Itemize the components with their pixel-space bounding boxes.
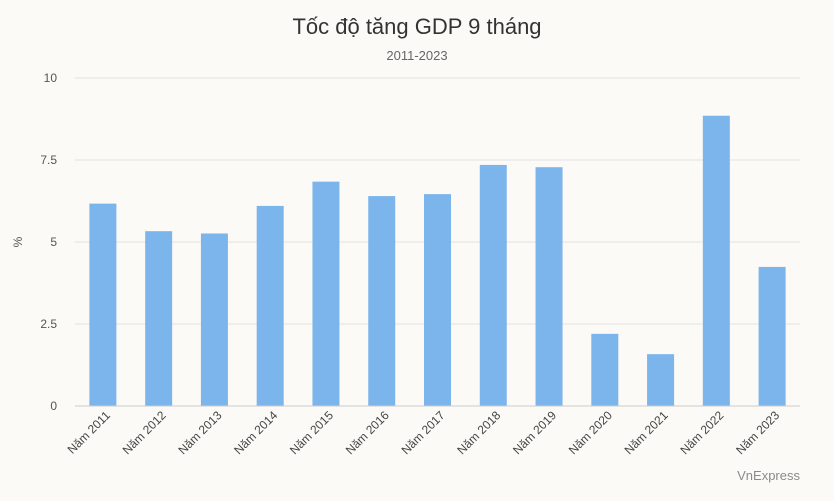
bar[interactable] xyxy=(758,266,786,406)
x-tick-label: Năm 2023 xyxy=(733,408,782,457)
x-tick-label: Năm 2021 xyxy=(622,408,671,457)
x-axis-ticks: Năm 2011 Năm 2012 Năm 2013 Năm 2014 Năm 2015… xyxy=(65,408,783,457)
chart-subtitle: 2011-2023 xyxy=(386,48,448,63)
y-axis-ticks: 0 2.5 5 7.5 10 xyxy=(40,71,57,413)
y-tick-label: 10 xyxy=(44,71,58,85)
bar[interactable] xyxy=(368,196,396,406)
bar[interactable] xyxy=(702,115,730,406)
bar[interactable] xyxy=(535,167,563,406)
y-axis-label: % xyxy=(11,236,25,247)
bar[interactable] xyxy=(256,205,284,406)
source-watermark: VnExpress xyxy=(737,468,800,483)
bar[interactable] xyxy=(591,333,619,406)
chart-title: Tốc độ tăng GDP 9 tháng xyxy=(292,14,542,39)
x-tick-label: Năm 2015 xyxy=(287,408,336,457)
bar[interactable] xyxy=(312,181,340,406)
x-tick-label: Năm 2014 xyxy=(231,408,280,457)
x-tick-label: Năm 2013 xyxy=(175,408,224,457)
x-tick-label: Năm 2019 xyxy=(510,408,559,457)
y-tick-label: 2.5 xyxy=(40,317,57,331)
x-tick-label: Năm 2018 xyxy=(454,408,503,457)
x-tick-label: Năm 2022 xyxy=(677,408,726,457)
y-tick-label: 7.5 xyxy=(40,153,57,167)
bars xyxy=(89,115,786,406)
x-tick-label: Năm 2012 xyxy=(120,408,169,457)
bar[interactable] xyxy=(200,233,228,406)
bar[interactable] xyxy=(479,164,507,406)
bar[interactable] xyxy=(145,231,173,406)
y-tick-label: 0 xyxy=(50,399,57,413)
bar[interactable] xyxy=(647,354,675,406)
x-tick-label: Năm 2017 xyxy=(399,408,448,457)
x-tick-label: Năm 2016 xyxy=(343,408,392,457)
bar[interactable] xyxy=(424,194,451,406)
y-tick-label: 5 xyxy=(50,235,57,249)
bar[interactable] xyxy=(89,203,117,406)
x-tick-label: Năm 2020 xyxy=(566,408,615,457)
x-tick-label: Năm 2011 xyxy=(65,408,114,457)
